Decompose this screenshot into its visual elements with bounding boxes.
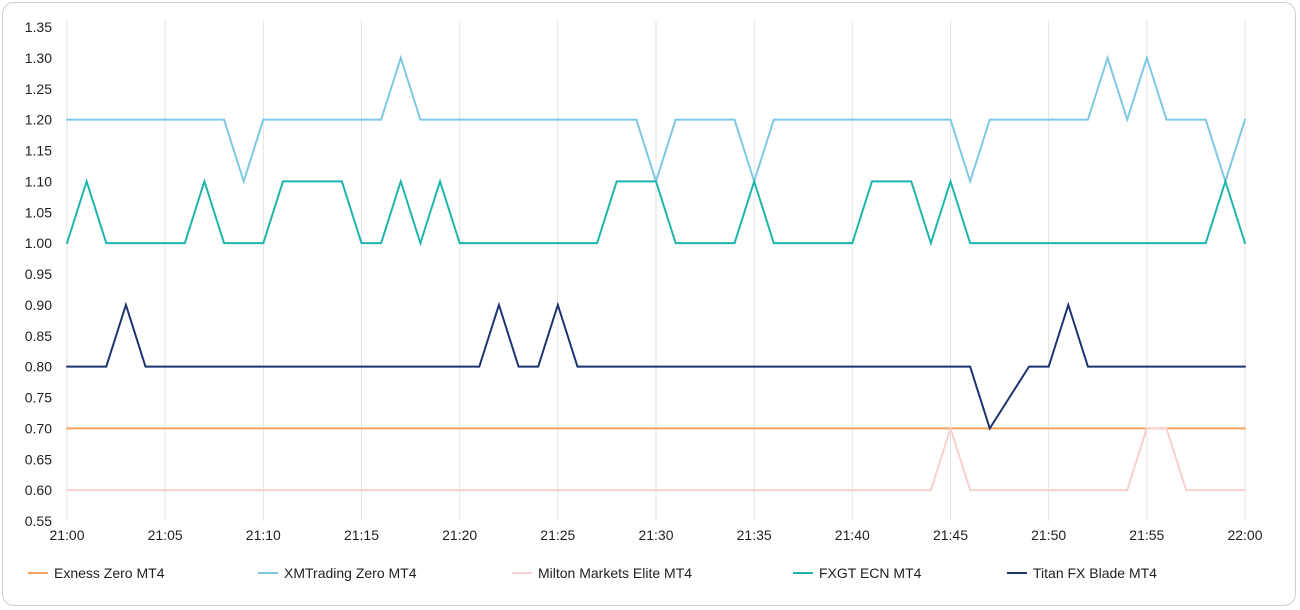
legend-label: Exness Zero MT4 [54, 565, 165, 581]
y-tick-label: 0.80 [25, 359, 52, 375]
y-tick-label: 0.90 [25, 297, 52, 313]
x-tick-label: 21:25 [540, 527, 575, 543]
y-tick-label: 1.30 [25, 50, 52, 66]
y-tick-label: 1.10 [25, 173, 52, 189]
y-tick-label: 1.00 [25, 235, 52, 251]
x-tick-label: 21:10 [246, 527, 281, 543]
y-tick-label: 1.20 [25, 112, 52, 128]
y-axis-tick-labels: 1.35 1.30 1.25 1.20 1.15 1.10 1.05 1.00 0.95 0.90… [25, 19, 52, 529]
series-lines [66, 54, 1246, 492]
legend-label: Titan FX Blade MT4 [1033, 565, 1157, 581]
y-tick-label: 0.85 [25, 328, 52, 344]
x-tick-label: 21:35 [737, 527, 772, 543]
x-tick-label: 21:40 [835, 527, 870, 543]
x-tick-label: 21:50 [1031, 527, 1066, 543]
x-tick-label: 21:45 [933, 527, 968, 543]
y-tick-label: 0.60 [25, 482, 52, 498]
x-tick-label: 21:15 [344, 527, 379, 543]
y-tick-label: 1.05 [25, 204, 52, 220]
x-axis-tick-labels: 21:00 21:05 21:10 21:15 21:20 21:25 21:30 21:35… [49, 527, 1262, 543]
y-tick-label: 1.25 [25, 81, 52, 97]
y-tick-label: 0.75 [25, 390, 52, 406]
legend: Exness Zero MT4 XMTrading Zero MT4 Milton … [28, 565, 1157, 581]
legend-label: Milton Markets Elite MT4 [538, 565, 692, 581]
grid-lines [66, 21, 1246, 521]
y-tick-label: 1.15 [25, 143, 52, 159]
x-tick-label: 21:00 [49, 527, 84, 543]
y-tick-label: 0.70 [25, 420, 52, 436]
y-tick-label: 0.65 [25, 451, 52, 467]
y-tick-label: 0.95 [25, 266, 52, 282]
series-line-fxgt-ecn-mt4 [66, 178, 1246, 247]
legend-label: FXGT ECN MT4 [819, 565, 922, 581]
x-tick-label: 21:55 [1129, 527, 1164, 543]
x-tick-label: 22:00 [1227, 527, 1262, 543]
x-tick-label: 21:05 [148, 527, 183, 543]
series-line-milton-markets-elite-mt4 [66, 425, 1246, 492]
y-tick-label: 1.35 [25, 19, 52, 35]
x-tick-label: 21:20 [442, 527, 477, 543]
legend-label: XMTrading Zero MT4 [284, 565, 417, 581]
x-tick-label: 21:30 [638, 527, 673, 543]
series-line-titan-fx-blade-mt4 [66, 301, 1246, 431]
y-tick-label: 0.55 [25, 513, 52, 529]
